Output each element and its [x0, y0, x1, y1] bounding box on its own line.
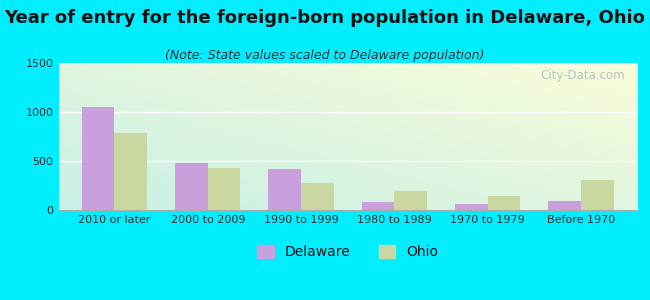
Bar: [175, 163, 208, 210]
Bar: [581, 180, 614, 210]
Bar: [301, 183, 333, 210]
Bar: [208, 168, 240, 210]
Bar: [549, 201, 581, 210]
Bar: [114, 133, 147, 210]
Text: City-Data.com: City-Data.com: [541, 69, 625, 82]
Text: Year of entry for the foreign-born population in Delaware, Ohio: Year of entry for the foreign-born popul…: [5, 9, 645, 27]
Bar: [82, 107, 114, 210]
Bar: [268, 169, 301, 210]
Text: (Note: State values scaled to Delaware population): (Note: State values scaled to Delaware p…: [165, 50, 485, 62]
Bar: [455, 204, 488, 210]
Bar: [395, 191, 427, 210]
Bar: [488, 196, 521, 210]
Bar: [362, 202, 395, 210]
Legend: Delaware, Ohio: Delaware, Ohio: [252, 240, 444, 265]
